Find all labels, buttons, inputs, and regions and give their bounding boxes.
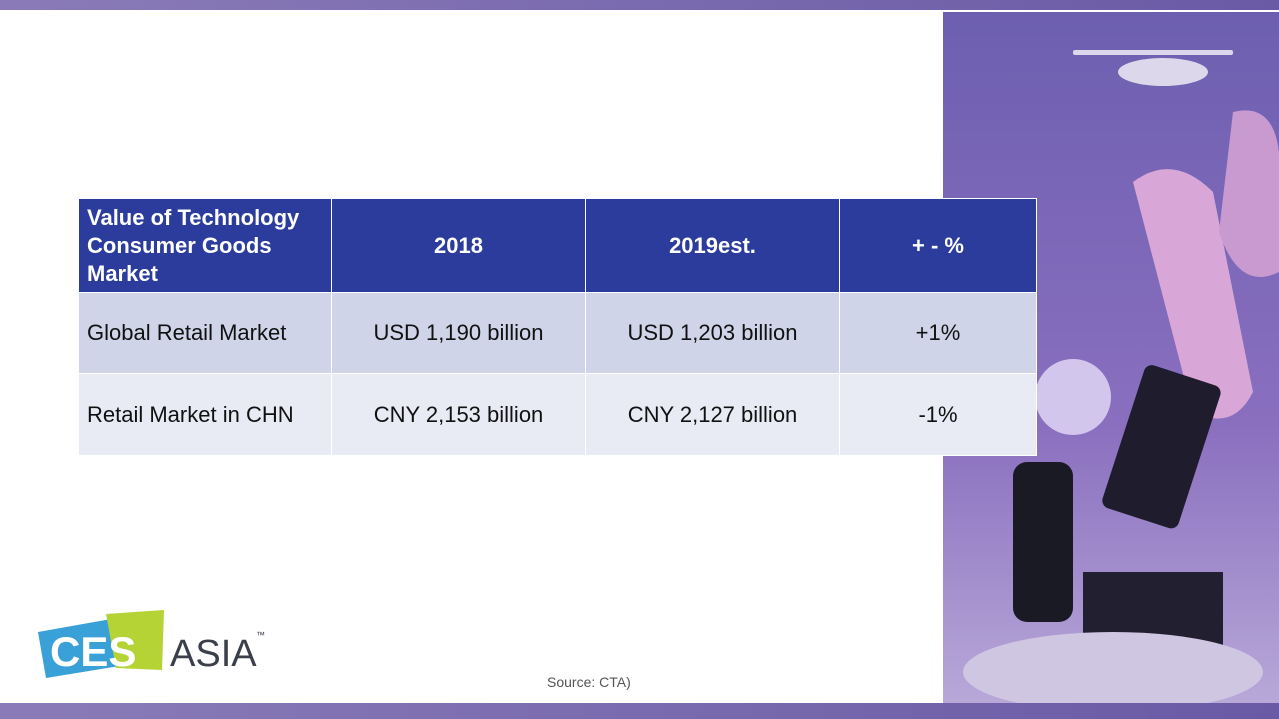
- logo-trademark: ™: [256, 630, 265, 640]
- table-cell: USD 1,203 billion: [585, 292, 840, 374]
- table-cell: Global Retail Market: [78, 292, 332, 374]
- table-cell: USD 1,190 billion: [331, 292, 586, 374]
- header-cell: 2018: [331, 198, 586, 293]
- logo: CES ASIA ™: [38, 610, 265, 678]
- top-bar: [0, 0, 1279, 10]
- table-row: Global Retail Market USD 1,190 billion U…: [78, 292, 1037, 374]
- table-cell: +1%: [839, 292, 1037, 374]
- table-cell: CNY 2,127 billion: [585, 373, 840, 456]
- table-row: Retail Market in CHN CNY 2,153 billion C…: [78, 373, 1037, 456]
- header-cell: Value of Technology Consumer Goods Marke…: [78, 198, 332, 293]
- logo-brand: CES: [50, 628, 136, 675]
- table-cell: -1%: [839, 373, 1037, 456]
- header-cell: + - %: [839, 198, 1037, 293]
- data-table: Value of Technology Consumer Goods Marke…: [78, 198, 1037, 456]
- header-cell: 2019est.: [585, 198, 840, 293]
- table-cell: Retail Market in CHN: [78, 373, 332, 456]
- decorative-art: [943, 12, 1279, 703]
- logo-region: ASIA: [170, 633, 257, 675]
- source-note: Source: CTA): [547, 674, 631, 690]
- bottom-bar: [0, 703, 1279, 719]
- header-row: Value of Technology Consumer Goods Marke…: [78, 198, 1037, 293]
- table-cell: CNY 2,153 billion: [331, 373, 586, 456]
